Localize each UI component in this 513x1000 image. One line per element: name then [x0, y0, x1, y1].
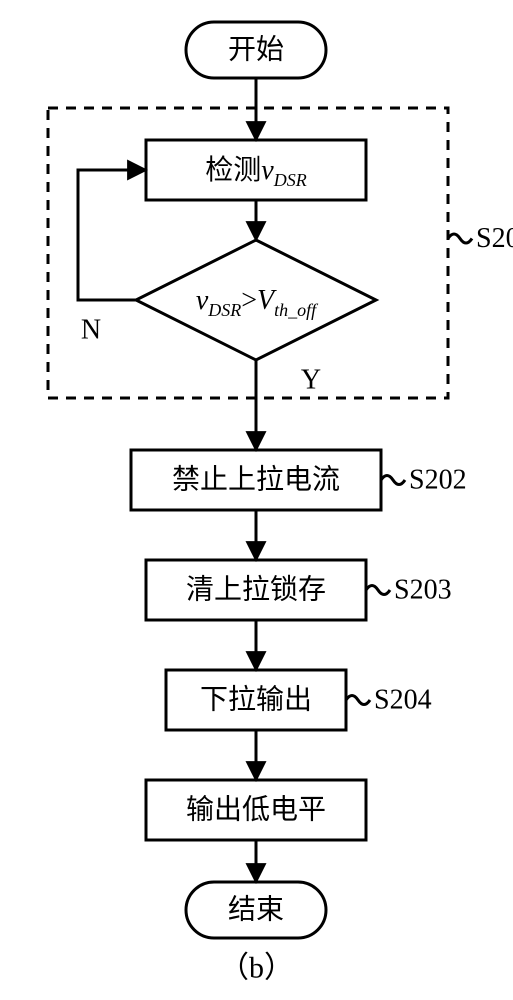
- s203-label: 清上拉锁存: [186, 574, 326, 606]
- start-label: 开始: [228, 34, 284, 66]
- step-label-s202-tilde: [381, 476, 405, 485]
- step-label-s203-tilde: [366, 586, 390, 595]
- outlow-label: 输出低电平: [186, 794, 326, 826]
- step-label-s204: S204: [374, 685, 432, 716]
- decision-no-label: N: [81, 315, 101, 346]
- step-label-s201: S201: [476, 223, 513, 254]
- step-label-s202: S202: [409, 465, 467, 496]
- flow-arrow: [78, 170, 146, 300]
- step-label-s201-tilde: [448, 234, 472, 243]
- step-label-s203: S203: [394, 575, 452, 606]
- s202-label: 禁止上拉电流: [172, 464, 340, 496]
- s204-label: 下拉输出: [200, 684, 312, 716]
- step-label-s204-tilde: [346, 696, 370, 705]
- decision-yes-label: Y: [301, 365, 321, 396]
- caption: （b）: [219, 952, 294, 985]
- end-label: 结束: [228, 894, 284, 926]
